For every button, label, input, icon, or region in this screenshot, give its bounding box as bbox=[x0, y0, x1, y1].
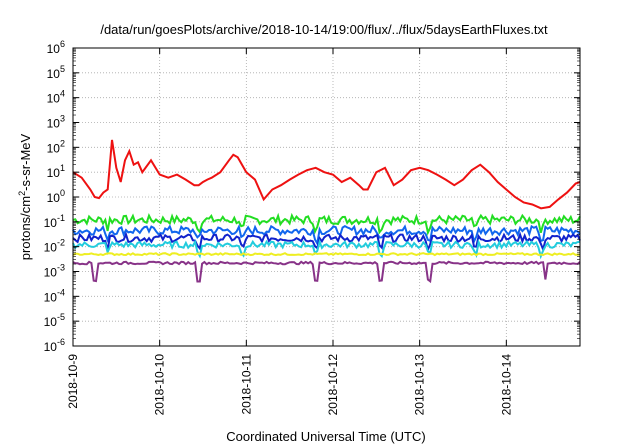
y-tick-label: 102 bbox=[47, 138, 65, 155]
y-tick-label: 10-5 bbox=[44, 312, 65, 329]
y-tick-label: 106 bbox=[47, 39, 65, 56]
flux-band-line bbox=[72, 238, 581, 260]
x-tick-label: 2018-10-11 bbox=[239, 354, 253, 415]
x-tick-label: 2018-10-13 bbox=[413, 354, 427, 416]
chart-title: /data/run/goesPlots/archive/2018-10-14/1… bbox=[100, 22, 548, 37]
flux-band-line bbox=[72, 212, 581, 236]
plot-frame bbox=[72, 47, 581, 347]
grid-lines bbox=[73, 48, 580, 346]
x-tick-label: 2018-10-10 bbox=[153, 354, 167, 416]
y-tick-label: 100 bbox=[47, 188, 65, 205]
y-tick-label: 101 bbox=[47, 163, 65, 180]
y-axis-ticks: 10-6 10-5 10-4 10-3 10-2 10-1 100 101 102 103 104 1… bbox=[44, 39, 580, 354]
x-tick-label: 2018-10-14 bbox=[499, 354, 513, 416]
y-tick-label: 10-3 bbox=[44, 263, 65, 280]
x-tick-label: 2018-10-9 bbox=[66, 354, 80, 409]
x-axis-label: Coordinated Universal Time (UTC) bbox=[226, 429, 425, 444]
y-tick-label: 10-4 bbox=[44, 287, 65, 304]
flux-band-line bbox=[72, 252, 581, 257]
y-tick-label: 10-2 bbox=[44, 238, 65, 255]
y-tick-label: 105 bbox=[47, 64, 65, 81]
flux-series-line bbox=[72, 139, 581, 210]
y-tick-label: 10-6 bbox=[44, 337, 65, 354]
flux-band-line bbox=[72, 231, 581, 253]
y-tick-label: 104 bbox=[47, 89, 65, 106]
x-tick-label: 2018-10-12 bbox=[326, 354, 340, 416]
flux-band-line bbox=[72, 223, 581, 247]
x-axis-ticks: 2018-10-9 2018-10-10 2018-10-11 2018-10-12 2… bbox=[66, 48, 513, 415]
y-tick-label: 10-1 bbox=[44, 213, 65, 230]
flux-band-line bbox=[72, 260, 581, 284]
y-tick-label: 103 bbox=[47, 114, 65, 131]
y-axis-label: protons/cm2-s-sr-MeV bbox=[17, 133, 33, 260]
series-lines bbox=[72, 139, 581, 284]
